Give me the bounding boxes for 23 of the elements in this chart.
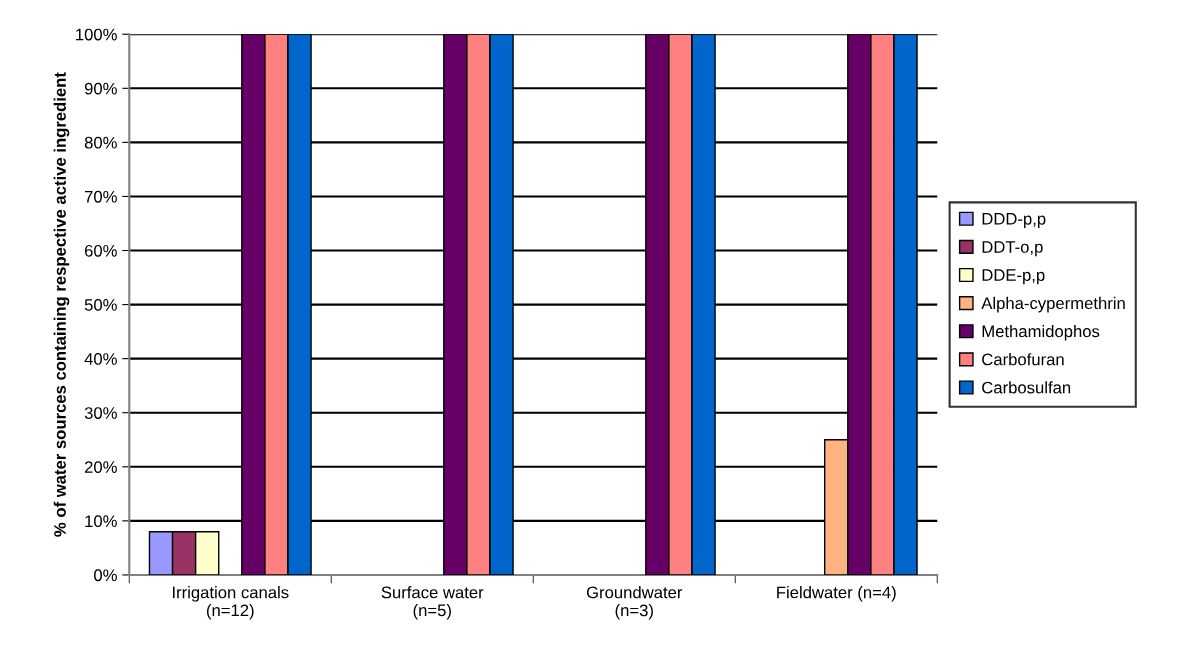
y-tick-label: 60% bbox=[84, 244, 117, 257]
legend-label: DDD-p,p bbox=[982, 213, 1046, 229]
x-tick-label: Fieldwater (n=4) bbox=[777, 586, 896, 602]
y-tick-label: 70% bbox=[84, 190, 117, 203]
y-tick-label: 20% bbox=[84, 461, 117, 473]
legend-label: DDE-p,p bbox=[982, 269, 1045, 285]
y-tick-label: 10% bbox=[85, 515, 117, 528]
x-tick-label: Irrigation canals (n=12) bbox=[172, 586, 289, 620]
legend-label: DDT-o,p bbox=[982, 241, 1043, 257]
legend-label: Alpha-cypermethrin bbox=[981, 296, 1125, 313]
y-tick-label: 30% bbox=[84, 407, 117, 419]
legend-label: Carbosulfan bbox=[982, 381, 1071, 394]
y-tick-label: 90% bbox=[84, 82, 117, 95]
y-tick-label: 100% bbox=[76, 28, 117, 41]
y-axis-title: % of water sources containing respective active ingredient bbox=[53, 72, 70, 537]
x-tick-label: Groundwater (n=3) bbox=[586, 586, 683, 620]
x-tick-label: Surface water (n=5) bbox=[381, 586, 484, 620]
y-tick-label: 50% bbox=[84, 298, 117, 311]
y-tick-label: 0% bbox=[94, 569, 117, 582]
y-tick-label: 80% bbox=[84, 136, 117, 149]
legend-label: Carbofuran bbox=[982, 353, 1064, 366]
y-tick-label: 40% bbox=[84, 353, 117, 365]
legend-label: Methamidophos bbox=[982, 324, 1100, 341]
